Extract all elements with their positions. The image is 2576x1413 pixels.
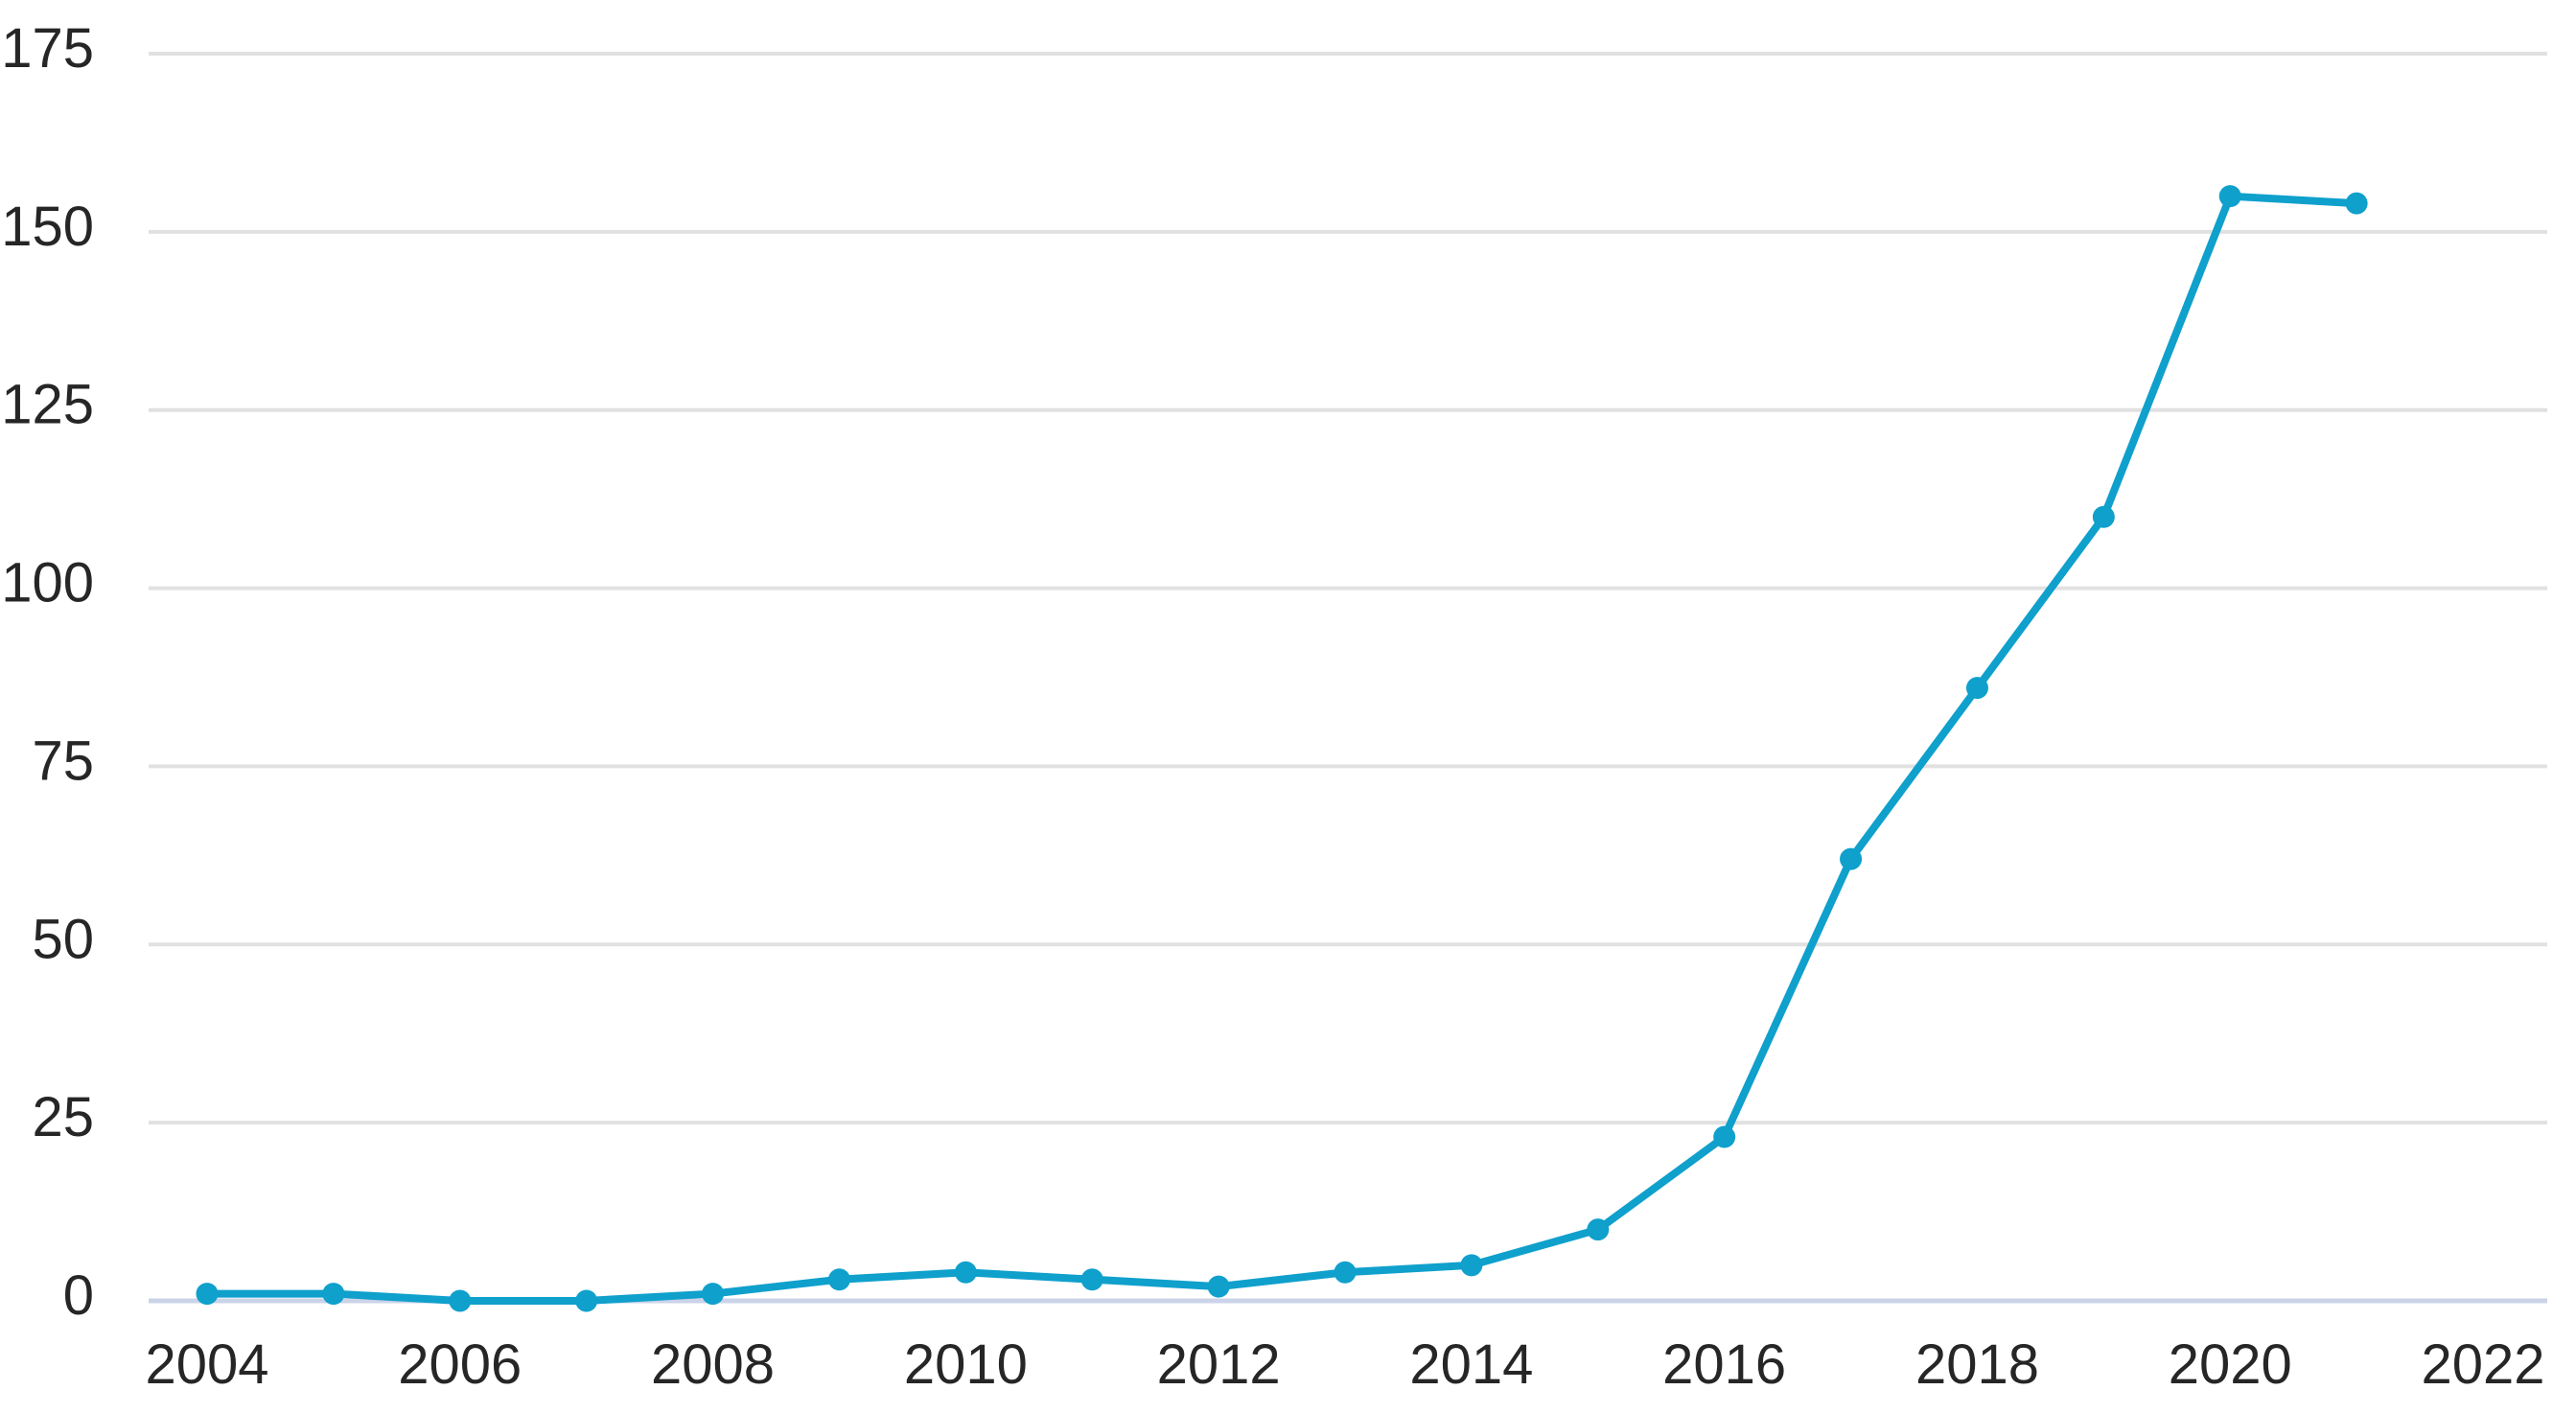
y-tick-label: 50 bbox=[32, 908, 94, 970]
x-tick-label: 2018 bbox=[1915, 1333, 2039, 1396]
data-point-marker bbox=[449, 1289, 472, 1312]
y-tick-label: 75 bbox=[32, 730, 94, 792]
x-tick-label: 2010 bbox=[904, 1333, 1028, 1396]
data-point-marker bbox=[1460, 1254, 1483, 1277]
data-point-marker bbox=[575, 1289, 598, 1312]
data-point-marker bbox=[1587, 1218, 1610, 1241]
x-tick-label: 2012 bbox=[1157, 1333, 1281, 1396]
data-point-marker bbox=[827, 1268, 850, 1291]
x-tick-label: 2020 bbox=[2169, 1333, 2292, 1396]
x-tick-label: 2014 bbox=[1409, 1333, 1533, 1396]
y-tick-label: 100 bbox=[1, 552, 94, 614]
data-point-marker bbox=[954, 1261, 977, 1284]
data-point-marker bbox=[322, 1283, 345, 1306]
data-line-series bbox=[203, 192, 2361, 1305]
x-tick-label: 2008 bbox=[651, 1333, 775, 1396]
data-point-marker bbox=[1207, 1275, 1230, 1298]
y-tick-label: 25 bbox=[32, 1086, 94, 1148]
y-tick-label: 175 bbox=[1, 17, 94, 80]
data-point-marker bbox=[1334, 1261, 1357, 1284]
y-tick-label: 150 bbox=[1, 196, 94, 258]
data-point-marker bbox=[702, 1283, 725, 1306]
x-tick-label: 2022 bbox=[2422, 1333, 2545, 1396]
x-tick-label: 2016 bbox=[1662, 1333, 1786, 1396]
data-point-marker bbox=[2345, 192, 2368, 215]
data-point-marker bbox=[1965, 677, 1988, 700]
data-point-marker bbox=[196, 1283, 219, 1306]
x-tick-label: 2006 bbox=[398, 1333, 522, 1396]
y-tick-label: 0 bbox=[63, 1264, 94, 1327]
x-tick-label: 2004 bbox=[145, 1333, 268, 1396]
data-point-marker bbox=[2092, 505, 2115, 528]
y-tick-label: 125 bbox=[1, 374, 94, 436]
data-point-marker bbox=[1080, 1268, 1103, 1291]
data-point-marker bbox=[1840, 847, 1863, 870]
data-point-marker bbox=[2218, 185, 2241, 208]
data-point-marker bbox=[1713, 1125, 1736, 1148]
